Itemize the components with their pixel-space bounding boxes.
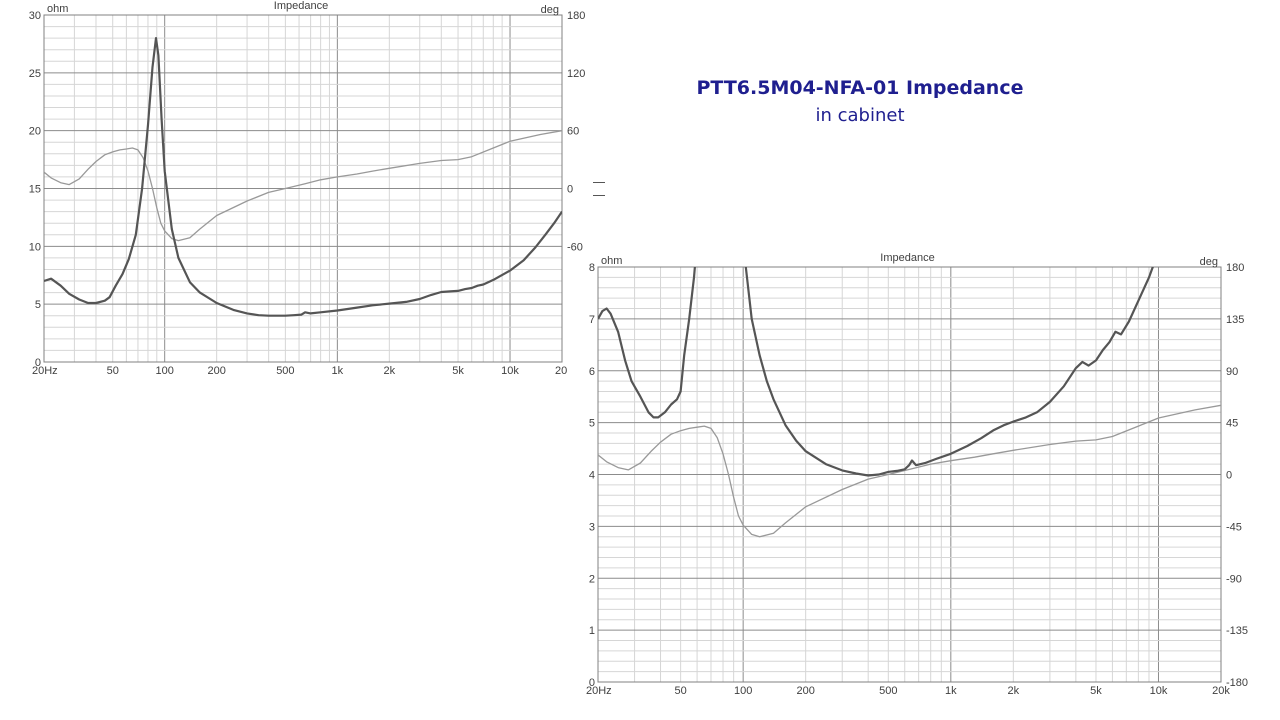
x-tick-label: 200 xyxy=(796,685,814,697)
y2-tick-label: 45 xyxy=(1226,418,1238,430)
y2-tick-label: 90 xyxy=(1226,366,1238,378)
phase-curve xyxy=(598,404,1221,538)
x-tick-label: 20Hz xyxy=(32,365,58,377)
y2-tick-label: 135 xyxy=(1226,314,1244,326)
x-tick-label: 1k xyxy=(332,365,344,377)
plot-frame xyxy=(597,266,1222,683)
y-tick-label: 1 xyxy=(589,625,595,637)
x-tick-label: 2k xyxy=(384,365,396,377)
y-tick-label: 0 xyxy=(589,677,595,689)
x-tick-label: 20Hz xyxy=(586,685,612,697)
impedance-curve xyxy=(44,37,562,317)
y2-tick-label: -135 xyxy=(1226,625,1248,637)
x-tick-label: 20k xyxy=(1212,685,1230,697)
y2-tick-label: -60 xyxy=(567,241,583,253)
x-tick-label: 20 xyxy=(555,365,567,377)
x-tick-label: 500 xyxy=(879,685,897,697)
y-tick-label: 30 xyxy=(29,10,41,22)
x-tick-label: 10k xyxy=(1150,685,1168,697)
x-tick-label: 50 xyxy=(675,685,687,697)
chart-title: Impedance xyxy=(274,0,328,12)
y2-unit-label: deg xyxy=(1200,256,1218,268)
axis-marker-top xyxy=(593,182,605,183)
x-tick-label: 1k xyxy=(945,685,957,697)
x-tick-label: 10k xyxy=(501,365,519,377)
plot-frame xyxy=(43,14,563,363)
y-tick-label: 5 xyxy=(589,418,595,430)
y-tick-label: 8 xyxy=(589,262,595,274)
x-tick-label: 100 xyxy=(734,685,752,697)
y-tick-label: 25 xyxy=(29,68,41,80)
x-tick-label: 100 xyxy=(156,365,174,377)
y-tick-label: 20 xyxy=(29,126,41,138)
page-subtitle: in cabinet xyxy=(815,105,905,126)
grid xyxy=(44,14,562,363)
y-tick-label: 2 xyxy=(589,573,595,585)
x-tick-label: 200 xyxy=(207,365,225,377)
y2-tick-label: -45 xyxy=(1226,521,1242,533)
grid xyxy=(598,266,1221,683)
y-tick-label: 5 xyxy=(35,299,41,311)
y-tick-label: 10 xyxy=(29,241,41,253)
x-tick-label: 5k xyxy=(1090,685,1102,697)
y-tick-label: 3 xyxy=(589,521,595,533)
impedance-curve xyxy=(598,267,1154,477)
y2-tick-label: -180 xyxy=(1226,677,1248,689)
y-tick-label: 0 xyxy=(35,357,41,369)
chart-1: 0 5 10 15 20 25 30 180 120 60 0 -60 20Hz 50 100 200 500 1… xyxy=(29,0,586,377)
chart-heading: PTT6.5M04-NFA-01 Impedance in cabinet xyxy=(640,74,1080,130)
y2-tick-label: 180 xyxy=(1226,262,1244,274)
page-title: PTT6.5M04-NFA-01 Impedance xyxy=(696,77,1024,99)
y-tick-label: 15 xyxy=(29,184,41,196)
x-tick-label: 2k xyxy=(1008,685,1020,697)
y2-tick-label: 120 xyxy=(567,68,585,80)
y2-tick-label: 0 xyxy=(1226,470,1232,482)
y-unit-label: ohm xyxy=(601,255,622,267)
axis-marker-bottom xyxy=(593,195,605,196)
x-tick-label: 5k xyxy=(452,365,464,377)
x-tick-label: 50 xyxy=(107,365,119,377)
chart-title: Impedance xyxy=(880,252,934,264)
y-unit-label: ohm xyxy=(47,3,68,15)
y-tick-label: 7 xyxy=(589,314,595,326)
y-tick-label: 6 xyxy=(589,366,595,378)
phase-curve xyxy=(44,130,562,242)
x-tick-label: 500 xyxy=(276,365,294,377)
y2-tick-label: 180 xyxy=(567,10,585,22)
y2-tick-label: 60 xyxy=(567,126,579,138)
y-tick-label: 4 xyxy=(589,470,595,482)
y2-tick-label: 0 xyxy=(567,184,573,196)
y2-unit-label: deg xyxy=(541,4,559,16)
y2-tick-label: -90 xyxy=(1226,573,1242,585)
